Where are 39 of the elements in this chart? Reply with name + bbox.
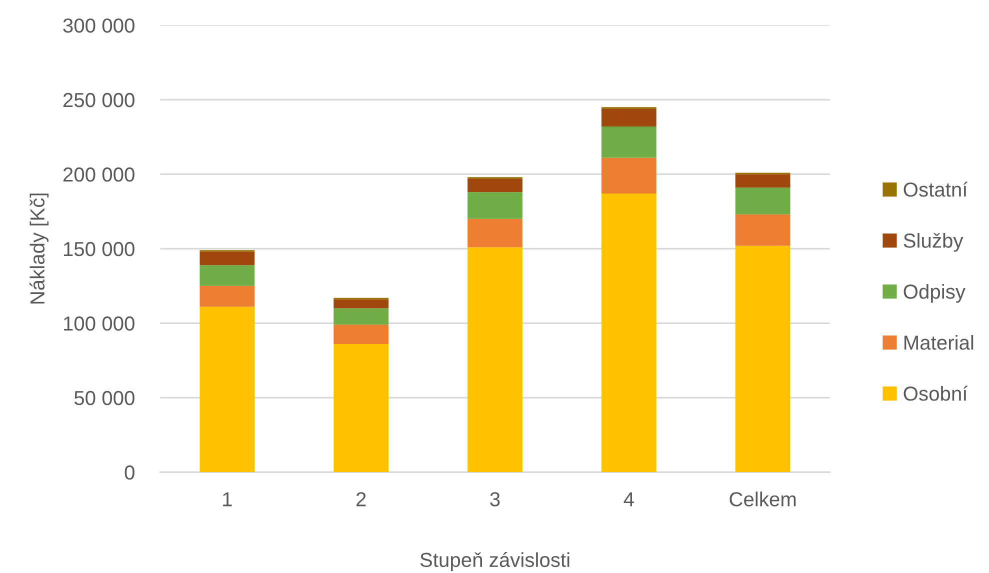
bar <box>468 178 522 192</box>
legend-label: Ostatní <box>904 182 968 197</box>
bar <box>601 126 656 158</box>
y-tick-label: 100 000 <box>64 316 134 331</box>
bar <box>200 252 255 266</box>
bar <box>334 299 389 308</box>
y-tick-label: 200 000 <box>63 167 134 182</box>
x-tick-label: 4 <box>624 492 634 506</box>
bar <box>735 174 790 188</box>
bar <box>468 192 522 219</box>
bar <box>468 218 522 248</box>
legend-label: Služby <box>904 232 964 252</box>
y-axis-title: Náklady [Kč] <box>30 194 49 304</box>
y-tick-label: 0 <box>124 465 134 480</box>
bar <box>334 308 389 325</box>
bar <box>601 108 656 127</box>
legend-label: Odpisy <box>904 284 966 303</box>
x-tick-label: 2 <box>356 492 366 506</box>
legend-label: Osobní <box>904 386 968 401</box>
y-tick-label: 250 000 <box>63 92 134 108</box>
bar <box>735 246 790 472</box>
x-axis-title: Stupeň závislosti <box>420 552 570 572</box>
bar <box>334 324 389 344</box>
bar <box>735 188 790 214</box>
x-tick-label: 3 <box>490 492 500 506</box>
bar <box>200 306 255 472</box>
y-tick-label: 50 000 <box>74 390 134 406</box>
y-tick-label: 300 000 <box>63 18 134 33</box>
bar <box>601 194 656 472</box>
bar <box>735 214 790 246</box>
x-tick-label: Celkem <box>730 492 796 506</box>
bar <box>468 247 522 472</box>
y-tick-label: 150 000 <box>64 242 134 256</box>
bar <box>601 158 656 194</box>
bar <box>334 344 389 472</box>
bar <box>200 286 255 307</box>
legend-label: Material <box>904 335 974 350</box>
bar <box>200 265 255 286</box>
x-tick-label: 1 <box>223 492 232 506</box>
